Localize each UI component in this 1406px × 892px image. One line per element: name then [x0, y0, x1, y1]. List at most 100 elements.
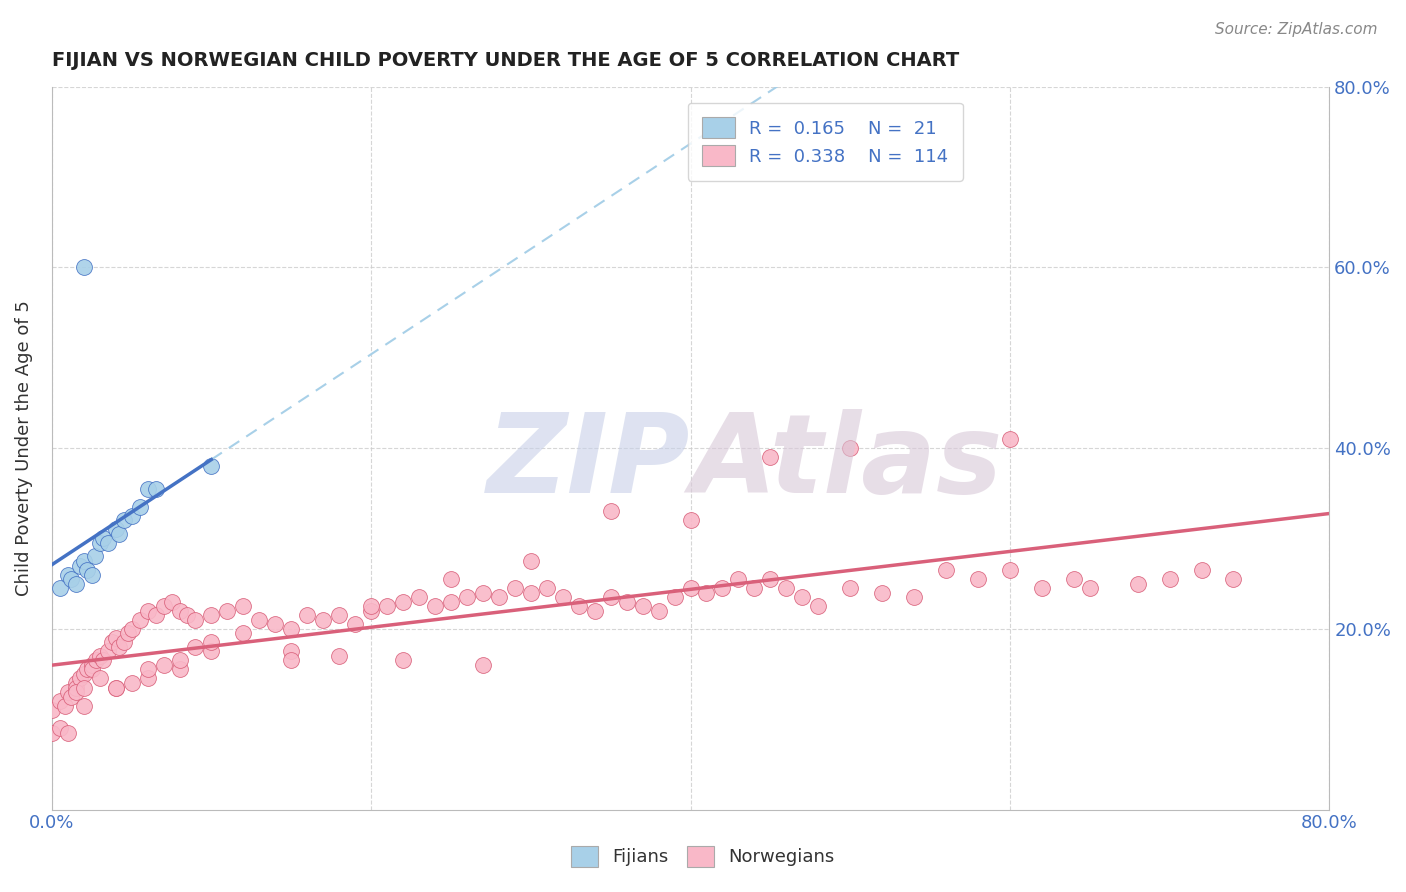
- Point: [121, 676, 143, 690]
- Point: [870, 585, 893, 599]
- Point: [53, 698, 76, 713]
- Point: [520, 585, 543, 599]
- Point: [136, 663, 159, 677]
- Point: [328, 608, 350, 623]
- Point: [280, 653, 302, 667]
- Point: [101, 635, 124, 649]
- Point: [599, 504, 621, 518]
- Point: [97, 536, 120, 550]
- Point: [264, 617, 287, 632]
- Point: [200, 644, 222, 658]
- Point: [80, 567, 103, 582]
- Point: [48, 721, 70, 735]
- Point: [807, 599, 830, 614]
- Point: [65, 676, 87, 690]
- Point: [679, 581, 702, 595]
- Point: [1078, 581, 1101, 595]
- Point: [695, 585, 717, 599]
- Point: [184, 640, 207, 654]
- Point: [136, 672, 159, 686]
- Point: [551, 590, 574, 604]
- Y-axis label: Child Poverty Under the Age of 5: Child Poverty Under the Age of 5: [15, 300, 32, 596]
- Point: [200, 635, 222, 649]
- Point: [89, 672, 111, 686]
- Point: [76, 663, 98, 677]
- Point: [104, 681, 127, 695]
- Point: [80, 657, 103, 672]
- Point: [456, 590, 478, 604]
- Point: [145, 482, 167, 496]
- Point: [152, 657, 174, 672]
- Point: [108, 640, 131, 654]
- Point: [744, 581, 766, 595]
- Point: [41, 703, 63, 717]
- Point: [328, 648, 350, 663]
- Point: [97, 644, 120, 658]
- Text: ZIP: ZIP: [486, 409, 690, 516]
- Legend: R =  0.165    N =  21, R =  0.338    N =  114: R = 0.165 N = 21, R = 0.338 N = 114: [688, 103, 963, 180]
- Point: [117, 626, 139, 640]
- Point: [200, 608, 222, 623]
- Point: [104, 631, 127, 645]
- Point: [727, 572, 749, 586]
- Point: [392, 595, 415, 609]
- Point: [408, 590, 430, 604]
- Point: [583, 604, 606, 618]
- Point: [423, 599, 446, 614]
- Point: [69, 558, 91, 573]
- Point: [65, 685, 87, 699]
- Point: [48, 694, 70, 708]
- Point: [759, 450, 782, 464]
- Point: [89, 648, 111, 663]
- Point: [89, 536, 111, 550]
- Point: [41, 725, 63, 739]
- Point: [792, 590, 814, 604]
- Point: [599, 590, 621, 604]
- Point: [711, 581, 734, 595]
- Point: [1191, 563, 1213, 577]
- Text: FIJIAN VS NORWEGIAN CHILD POVERTY UNDER THE AGE OF 5 CORRELATION CHART: FIJIAN VS NORWEGIAN CHILD POVERTY UNDER …: [52, 51, 959, 70]
- Point: [169, 663, 191, 677]
- Point: [200, 459, 222, 474]
- Point: [112, 513, 135, 527]
- Point: [471, 585, 494, 599]
- Point: [83, 549, 105, 564]
- Point: [217, 604, 239, 618]
- Point: [839, 581, 862, 595]
- Point: [232, 599, 254, 614]
- Point: [775, 581, 797, 595]
- Point: [631, 599, 654, 614]
- Point: [73, 681, 96, 695]
- Point: [759, 572, 782, 586]
- Text: Source: ZipAtlas.com: Source: ZipAtlas.com: [1215, 22, 1378, 37]
- Point: [503, 581, 526, 595]
- Point: [184, 613, 207, 627]
- Point: [297, 608, 319, 623]
- Point: [56, 725, 79, 739]
- Point: [145, 608, 167, 623]
- Point: [152, 599, 174, 614]
- Point: [65, 681, 87, 695]
- Legend: Fijians, Norwegians: Fijians, Norwegians: [564, 838, 842, 874]
- Point: [108, 527, 131, 541]
- Point: [647, 604, 669, 618]
- Point: [1159, 572, 1181, 586]
- Point: [91, 653, 114, 667]
- Point: [360, 604, 382, 618]
- Point: [1126, 576, 1149, 591]
- Point: [56, 685, 79, 699]
- Point: [935, 563, 957, 577]
- Point: [616, 595, 638, 609]
- Point: [136, 482, 159, 496]
- Point: [375, 599, 398, 614]
- Point: [121, 508, 143, 523]
- Point: [65, 576, 87, 591]
- Point: [59, 690, 82, 704]
- Point: [73, 667, 96, 681]
- Point: [48, 581, 70, 595]
- Point: [392, 653, 415, 667]
- Point: [160, 595, 183, 609]
- Point: [91, 532, 114, 546]
- Point: [56, 567, 79, 582]
- Point: [80, 663, 103, 677]
